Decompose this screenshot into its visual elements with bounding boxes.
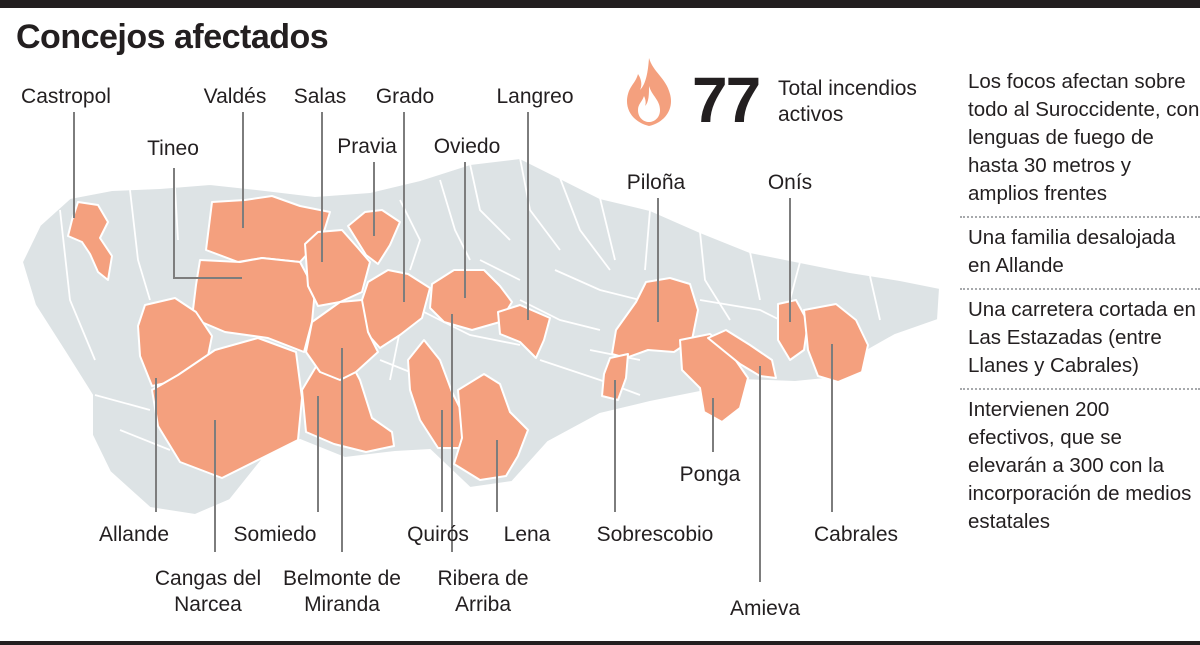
note-suroccidente: Los focos afectan sobre todo al Suroccid…	[960, 62, 1200, 218]
area-sobrescobio	[601, 353, 629, 401]
label-langreo: Langreo	[496, 85, 574, 108]
leader-tineo	[173, 168, 242, 279]
top-rule	[0, 0, 1200, 8]
note-carretera: Una carretera cortada en Las Estazadas (…	[960, 290, 1200, 390]
label-sobrescobio: Sobrescobio	[596, 523, 714, 546]
flame-icon	[626, 58, 672, 126]
label-cangas: Cangas del Narcea	[154, 567, 262, 616]
note-familia: Una familia desalojada en Allande	[960, 218, 1200, 290]
label-pilona: Piloña	[626, 171, 686, 194]
label-valdes: Valdés	[203, 85, 267, 108]
label-cabrales: Cabrales	[813, 523, 899, 546]
label-grado: Grado	[375, 85, 435, 108]
area-pravia	[347, 209, 401, 265]
label-quiros: Quirós	[407, 523, 469, 546]
label-amieva: Amieva	[729, 597, 801, 620]
note-efectivos: Intervienen 200 efectivos, que se elevar…	[968, 398, 1192, 533]
label-salas: Salas	[293, 85, 347, 108]
area-cabrales	[803, 303, 869, 383]
fires-caption: Total incendios activos	[778, 77, 917, 126]
label-belmonte: Belmonte de Miranda	[283, 567, 401, 616]
leader-lines	[73, 112, 833, 582]
label-lena: Lena	[503, 523, 551, 546]
label-ponga: Ponga	[679, 463, 741, 486]
side-notes: Los focos afectan sobre todo al Suroccid…	[960, 62, 1200, 544]
area-cangas	[151, 337, 303, 479]
label-allande: Allande	[98, 523, 170, 546]
label-ribera: Ribera de Arriba	[437, 567, 529, 616]
area-castropol	[67, 201, 113, 281]
area-onis	[777, 299, 809, 361]
label-castropol: Castropol	[21, 85, 111, 108]
area-langreo	[497, 304, 551, 359]
label-onis: Onís	[767, 171, 813, 194]
label-oviedo: Oviedo	[433, 135, 501, 158]
label-pravia: Pravia	[337, 135, 397, 158]
area-belmonte	[305, 299, 379, 381]
area-lena	[453, 373, 529, 481]
fires-count: 77	[692, 64, 761, 136]
label-somiedo: Somiedo	[233, 523, 317, 546]
map-title: Concejos afectados	[16, 18, 329, 56]
label-tineo: Tineo	[147, 137, 199, 160]
bottom-rule	[0, 641, 1200, 645]
